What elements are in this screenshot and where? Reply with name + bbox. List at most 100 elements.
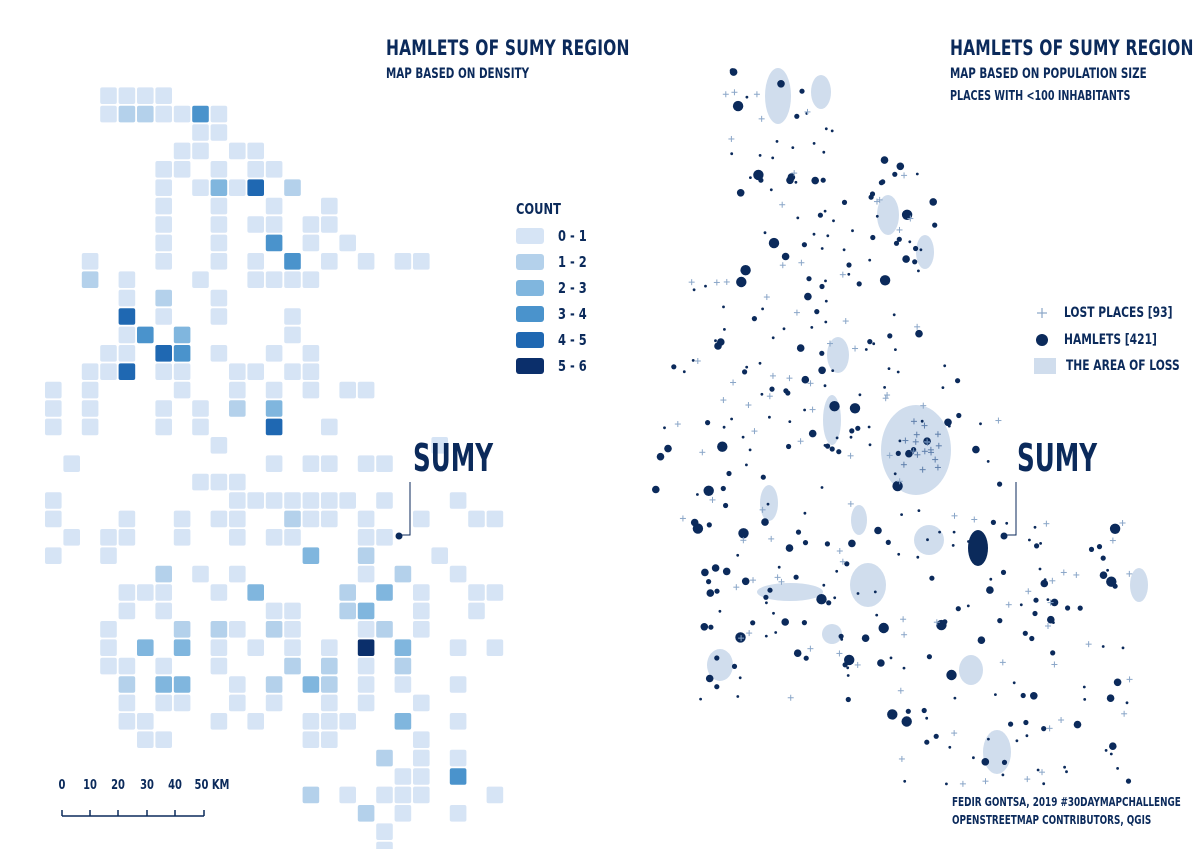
lost-place-point bbox=[982, 778, 989, 785]
density-cell bbox=[376, 584, 393, 601]
density-cell bbox=[321, 676, 338, 693]
hamlet-point bbox=[917, 509, 921, 512]
lost-place-point bbox=[896, 226, 903, 233]
hamlet-point bbox=[938, 530, 941, 534]
density-cell bbox=[357, 381, 375, 399]
hamlet-point bbox=[981, 758, 990, 766]
lost-place-point bbox=[898, 755, 905, 762]
hamlet-point bbox=[1032, 610, 1038, 617]
hamlet-point bbox=[1023, 719, 1029, 726]
lost-place-point bbox=[886, 452, 893, 459]
density-cell bbox=[413, 510, 430, 528]
density-cell bbox=[118, 87, 136, 104]
hamlet-point bbox=[738, 676, 742, 680]
density-cell bbox=[45, 418, 62, 436]
hamlet-point bbox=[732, 100, 744, 112]
hamlet-point bbox=[758, 177, 764, 183]
hamlet-point bbox=[915, 172, 919, 176]
legend-item-1-2: 1 - 2 bbox=[516, 253, 592, 271]
legend-swatch bbox=[516, 358, 544, 374]
hamlet-point bbox=[714, 684, 720, 690]
hamlet-point bbox=[989, 577, 993, 581]
density-cell bbox=[229, 179, 246, 196]
hamlet-point bbox=[682, 370, 686, 374]
lost-place-point bbox=[1047, 599, 1054, 606]
density-cell bbox=[192, 271, 209, 288]
density-cell bbox=[247, 713, 264, 730]
hamlet-point bbox=[846, 666, 850, 670]
area-swatch bbox=[1034, 358, 1056, 374]
hamlet-point bbox=[1033, 597, 1039, 603]
density-cell bbox=[118, 308, 136, 325]
hamlet-point bbox=[771, 336, 775, 340]
density-cell bbox=[229, 676, 246, 693]
density-cell bbox=[173, 105, 191, 123]
hamlet-point bbox=[893, 240, 900, 246]
hamlet-point bbox=[691, 359, 695, 362]
hamlet-point bbox=[942, 624, 946, 628]
legend-swatch bbox=[516, 254, 544, 270]
density-cell bbox=[284, 308, 301, 325]
lost-place-point bbox=[854, 661, 861, 668]
area-of-loss bbox=[707, 649, 733, 681]
lost-place-point bbox=[778, 578, 785, 585]
hamlet-point bbox=[897, 552, 901, 556]
lost-place-point bbox=[1058, 717, 1065, 724]
hamlet-point bbox=[849, 428, 855, 434]
density-cell bbox=[137, 105, 154, 123]
lost-place-point bbox=[1121, 710, 1128, 717]
hamlet-point bbox=[966, 604, 970, 608]
density-cell bbox=[284, 179, 301, 196]
lost-place-point bbox=[807, 645, 814, 652]
hamlet-point bbox=[783, 388, 789, 394]
density-cell bbox=[229, 529, 246, 546]
hamlet-point bbox=[741, 435, 745, 439]
density-cell bbox=[173, 326, 191, 344]
lost-place-point bbox=[1044, 623, 1051, 630]
density-cell bbox=[486, 510, 504, 528]
hamlet-point bbox=[768, 237, 780, 249]
lost-place-point bbox=[1024, 776, 1031, 783]
hamlet-point bbox=[1046, 598, 1050, 601]
lost-place-point bbox=[1049, 577, 1056, 584]
lost-place-point bbox=[932, 456, 939, 463]
density-cell bbox=[173, 161, 191, 178]
hamlet-point bbox=[892, 171, 898, 177]
legend-swatch bbox=[516, 306, 544, 322]
lost-place-point bbox=[910, 418, 917, 425]
lost-place-point bbox=[728, 135, 735, 142]
hamlet-point bbox=[1020, 692, 1026, 699]
density-cell bbox=[210, 639, 228, 656]
hamlet-point bbox=[663, 426, 666, 430]
hamlet-point bbox=[723, 328, 726, 331]
hamlet-point bbox=[872, 342, 876, 346]
density-cell bbox=[173, 639, 191, 656]
density-cell bbox=[357, 676, 375, 693]
density-cell bbox=[302, 786, 320, 804]
density-cell bbox=[155, 253, 172, 270]
hamlet-point bbox=[844, 561, 850, 567]
hamlet-point bbox=[714, 588, 720, 594]
density-cell bbox=[173, 381, 191, 399]
city-leader-line bbox=[399, 482, 411, 536]
lost-place-point bbox=[933, 619, 940, 626]
hamlet-point bbox=[745, 95, 749, 99]
hamlet-point bbox=[932, 222, 938, 228]
lost-place-point bbox=[920, 402, 927, 409]
density-cell bbox=[376, 621, 393, 638]
density-cell bbox=[265, 529, 283, 546]
hamlet-point bbox=[736, 695, 740, 698]
lost-place-point bbox=[1043, 520, 1050, 527]
hamlet-point bbox=[763, 231, 767, 235]
hamlet-point bbox=[874, 526, 882, 535]
hamlet-point bbox=[730, 417, 733, 421]
lost-place-point bbox=[999, 659, 1006, 666]
lost-place-point bbox=[751, 428, 758, 435]
hamlet-point bbox=[819, 283, 825, 290]
density-cell bbox=[155, 197, 172, 215]
hamlet-point bbox=[735, 632, 746, 643]
density-cell bbox=[229, 621, 246, 638]
legend-title: COUNT bbox=[516, 200, 561, 218]
density-cell bbox=[210, 510, 228, 528]
density-cell bbox=[229, 473, 246, 491]
